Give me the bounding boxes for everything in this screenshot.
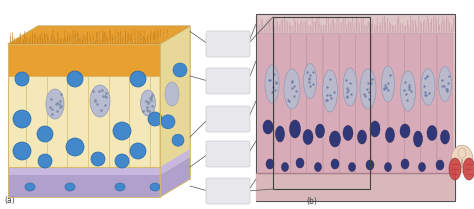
- Ellipse shape: [322, 70, 337, 112]
- Ellipse shape: [38, 154, 52, 168]
- Ellipse shape: [329, 131, 340, 147]
- Polygon shape: [160, 149, 190, 175]
- Ellipse shape: [275, 126, 284, 142]
- Ellipse shape: [440, 130, 449, 144]
- Ellipse shape: [296, 158, 304, 168]
- FancyBboxPatch shape: [8, 44, 160, 76]
- FancyBboxPatch shape: [356, 33, 372, 174]
- Ellipse shape: [366, 160, 374, 170]
- Ellipse shape: [419, 163, 426, 172]
- Ellipse shape: [303, 64, 317, 98]
- FancyBboxPatch shape: [291, 33, 307, 174]
- Ellipse shape: [370, 121, 380, 137]
- Ellipse shape: [343, 68, 357, 106]
- Ellipse shape: [303, 130, 313, 144]
- Ellipse shape: [343, 125, 353, 140]
- Ellipse shape: [172, 134, 184, 146]
- Ellipse shape: [401, 71, 416, 111]
- Ellipse shape: [331, 159, 339, 169]
- FancyBboxPatch shape: [256, 14, 455, 201]
- FancyBboxPatch shape: [372, 33, 388, 174]
- FancyBboxPatch shape: [307, 33, 323, 174]
- FancyBboxPatch shape: [206, 31, 250, 57]
- Ellipse shape: [385, 127, 394, 143]
- FancyBboxPatch shape: [323, 33, 339, 174]
- Ellipse shape: [421, 69, 435, 106]
- Ellipse shape: [360, 69, 376, 109]
- Ellipse shape: [384, 163, 392, 172]
- Ellipse shape: [113, 122, 131, 140]
- Ellipse shape: [263, 120, 273, 134]
- Ellipse shape: [90, 85, 110, 117]
- Polygon shape: [8, 26, 190, 44]
- FancyBboxPatch shape: [404, 33, 420, 174]
- Ellipse shape: [436, 160, 444, 170]
- Ellipse shape: [67, 71, 83, 87]
- Ellipse shape: [382, 66, 394, 102]
- Ellipse shape: [13, 142, 31, 160]
- Ellipse shape: [25, 183, 35, 191]
- Ellipse shape: [65, 183, 75, 191]
- Ellipse shape: [115, 154, 129, 168]
- Ellipse shape: [290, 120, 301, 138]
- Ellipse shape: [427, 125, 437, 140]
- Ellipse shape: [458, 148, 466, 158]
- Ellipse shape: [451, 145, 473, 173]
- Ellipse shape: [150, 183, 160, 191]
- Ellipse shape: [130, 143, 146, 159]
- FancyBboxPatch shape: [8, 167, 160, 175]
- FancyBboxPatch shape: [206, 178, 250, 204]
- Ellipse shape: [115, 183, 125, 191]
- Ellipse shape: [463, 158, 474, 180]
- Ellipse shape: [284, 69, 300, 109]
- Text: (a): (a): [4, 196, 15, 205]
- Ellipse shape: [357, 130, 366, 144]
- Ellipse shape: [348, 163, 356, 172]
- Ellipse shape: [46, 89, 64, 119]
- Ellipse shape: [173, 63, 187, 77]
- FancyBboxPatch shape: [339, 33, 356, 174]
- Ellipse shape: [66, 138, 84, 156]
- FancyBboxPatch shape: [206, 68, 250, 94]
- Ellipse shape: [265, 65, 279, 103]
- Ellipse shape: [401, 159, 409, 169]
- Ellipse shape: [400, 124, 410, 138]
- Ellipse shape: [13, 110, 31, 128]
- FancyBboxPatch shape: [206, 106, 250, 132]
- Ellipse shape: [315, 163, 321, 172]
- FancyBboxPatch shape: [8, 76, 160, 167]
- Ellipse shape: [130, 71, 146, 87]
- Ellipse shape: [449, 158, 461, 180]
- FancyBboxPatch shape: [258, 33, 274, 174]
- Ellipse shape: [438, 66, 452, 102]
- Polygon shape: [160, 157, 190, 197]
- Ellipse shape: [161, 115, 175, 129]
- Ellipse shape: [91, 152, 105, 166]
- Ellipse shape: [165, 82, 179, 106]
- Text: (b): (b): [306, 197, 317, 206]
- Ellipse shape: [413, 131, 422, 147]
- Ellipse shape: [140, 90, 155, 116]
- FancyBboxPatch shape: [256, 173, 455, 201]
- Ellipse shape: [282, 163, 289, 172]
- Ellipse shape: [316, 124, 325, 138]
- Polygon shape: [160, 26, 190, 197]
- FancyBboxPatch shape: [274, 33, 290, 174]
- FancyBboxPatch shape: [437, 33, 453, 174]
- Ellipse shape: [148, 112, 162, 126]
- FancyBboxPatch shape: [8, 175, 160, 197]
- Ellipse shape: [37, 126, 53, 142]
- Ellipse shape: [15, 72, 29, 86]
- FancyBboxPatch shape: [388, 33, 404, 174]
- FancyBboxPatch shape: [421, 33, 437, 174]
- FancyBboxPatch shape: [206, 141, 250, 167]
- Ellipse shape: [266, 159, 274, 169]
